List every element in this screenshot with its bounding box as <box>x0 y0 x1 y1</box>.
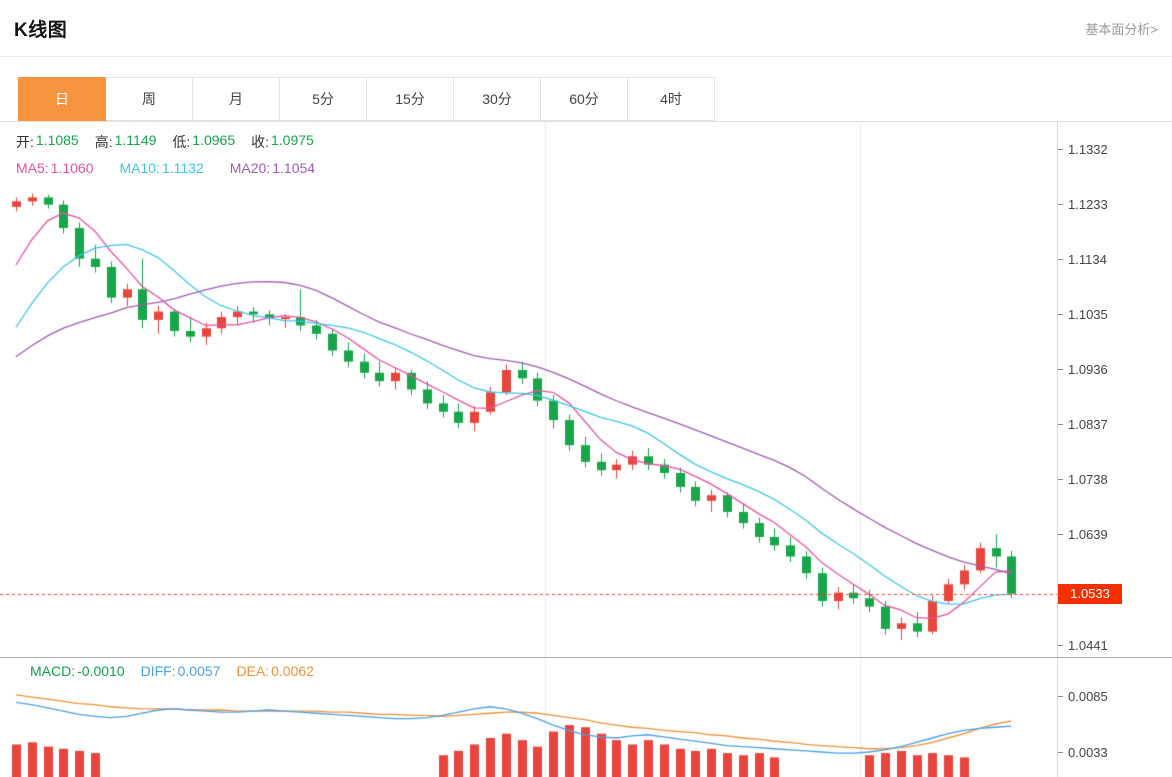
macd-chart-canvas[interactable] <box>0 658 1057 777</box>
tab-weekly[interactable]: 周 <box>105 77 193 121</box>
tab-60min[interactable]: 60分 <box>540 77 628 121</box>
ma20-value: MA20: 1.1054 <box>229 160 316 176</box>
price-axis-label: 1.0441 <box>1058 637 1108 653</box>
tick-mark <box>1058 479 1063 481</box>
price-axis-label: 1.1035 <box>1058 306 1108 322</box>
macd-legend: MACD: -0.0010 DIFF: 0.0057 DEA: 0.0062 <box>30 663 330 679</box>
tick-mark <box>1058 644 1063 646</box>
dea-value: DEA: 0.0062 <box>236 663 314 679</box>
price-axis-label: 1.0837 <box>1058 417 1108 433</box>
tick-mark <box>1058 203 1063 205</box>
tick-mark <box>1058 695 1063 697</box>
macd-axis-label: 0.0085 <box>1058 688 1108 704</box>
price-axis: 1.1332 1.1233 1.1134 1.1035 1.0936 1.0837 1.07… <box>1057 122 1172 657</box>
high-value: 高: 1.1149 <box>94 132 157 150</box>
tab-monthly[interactable]: 月 <box>192 77 280 121</box>
tab-4hour[interactable]: 4时 <box>627 77 715 121</box>
tick-mark <box>1058 368 1063 370</box>
ma-legend: MA5: 1.1060 MA10: 1.1132 MA20: 1.1054 <box>16 160 341 176</box>
tab-daily[interactable]: 日 <box>18 77 106 121</box>
tick-mark <box>1058 751 1063 753</box>
ohlc-legend: 开: 1.1085 高: 1.1149 低: 1.0965 收: 1.0975 <box>16 132 330 152</box>
page-title: K线图 <box>14 19 68 41</box>
macd-value: MACD: -0.0010 <box>30 663 125 679</box>
tab-5min[interactable]: 5分 <box>279 77 367 121</box>
macd-panel: MACD: -0.0010 DIFF: 0.0057 DEA: 0.0062 0… <box>0 657 1172 777</box>
price-panel: 开: 1.1085 高: 1.1149 低: 1.0965 收: 1.0975 … <box>0 121 1172 657</box>
macd-axis: 0.0085 0.0033 <box>1057 658 1172 777</box>
price-axis-label: 1.0738 <box>1058 472 1108 488</box>
candlestick-chart-canvas[interactable] <box>0 122 1057 657</box>
diff-value: DIFF: 0.0057 <box>140 663 221 679</box>
ma5-value: MA5: 1.1060 <box>16 160 94 176</box>
page-header: K线图 基本面分析> <box>0 0 1172 57</box>
price-axis-label: 1.1233 <box>1058 196 1108 212</box>
tick-mark <box>1058 148 1063 150</box>
current-price-badge: 1.0533 <box>1058 583 1122 604</box>
tab-15min[interactable]: 15分 <box>366 77 454 121</box>
ma10-value: MA10: 1.1132 <box>119 160 204 176</box>
macd-axis-label: 0.0033 <box>1058 744 1108 760</box>
tab-30min[interactable]: 30分 <box>453 77 541 121</box>
open-value: 开: 1.1085 <box>16 132 79 150</box>
close-value: 收: 1.0975 <box>251 132 314 150</box>
price-axis-label: 1.0639 <box>1058 527 1108 543</box>
period-tab-bar: 日周月 5分 15分 30分 60分 4时 <box>0 77 1172 121</box>
tick-mark <box>1058 534 1063 536</box>
price-axis-label: 1.0936 <box>1058 361 1108 377</box>
price-axis-label: 1.1134 <box>1058 251 1107 267</box>
fundamental-analysis-link[interactable]: 基本面分析> <box>1085 21 1158 37</box>
price-axis-label: 1.1332 <box>1058 141 1108 157</box>
tick-mark <box>1058 313 1063 315</box>
tick-mark <box>1058 424 1063 426</box>
tick-mark <box>1058 258 1063 260</box>
low-value: 低: 1.0965 <box>172 132 236 150</box>
